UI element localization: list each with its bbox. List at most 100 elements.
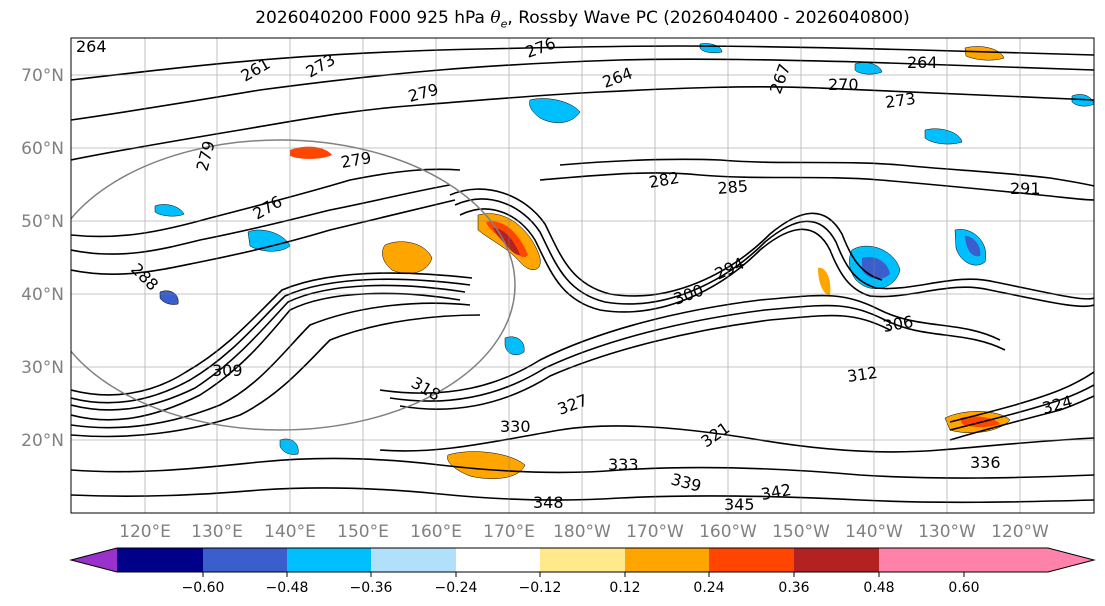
colorbar-tick-label: 0.36 — [778, 580, 809, 596]
contour-line — [399, 314, 891, 410]
colorbar-tick-label: 0.48 — [863, 580, 894, 596]
colorbar-segment — [371, 548, 456, 572]
negative-anomaly-area — [924, 128, 963, 145]
lon-label: 130°W — [918, 522, 976, 542]
contour-label: 336 — [970, 453, 1001, 472]
colorbar-segment — [794, 548, 879, 572]
theta-symbol: θ — [490, 8, 501, 28]
positive-anomaly-area — [964, 46, 1005, 61]
colorbar-max-extension — [964, 548, 1094, 572]
contour-label: 333 — [608, 455, 639, 474]
contour-label: 345 — [724, 495, 755, 514]
colorbar-tick-label: −0.12 — [519, 580, 562, 596]
contour-label: 264 — [76, 37, 107, 56]
contour-label: 312 — [846, 363, 879, 386]
contour-label: 291 — [1010, 179, 1041, 198]
colorbar-segment — [625, 548, 709, 572]
lat-label: 60°N — [21, 139, 64, 159]
lon-label: 160°W — [699, 522, 757, 542]
colorbar-min-extension — [71, 548, 117, 572]
lat-label: 30°N — [21, 358, 64, 378]
colorbar-tick-label: 0.24 — [693, 580, 724, 596]
colorbar-segment — [879, 548, 964, 572]
colorbar-segment — [540, 548, 625, 572]
colorbar-tick-label: 0.12 — [609, 580, 640, 596]
negative-anomaly-area — [529, 98, 581, 124]
lon-label: 130°E — [191, 522, 243, 542]
theta-subscript: e — [500, 17, 508, 31]
contour-line — [71, 487, 1094, 504]
contour-label: 285 — [717, 176, 749, 198]
contour-line — [71, 85, 1094, 161]
lon-label: 160°E — [410, 522, 462, 542]
contour-line — [949, 371, 1094, 423]
longitude-axis: 120°E 130°E 140°E 150°E 160°E 170°E 180°… — [119, 522, 1049, 542]
contour-line — [71, 457, 1094, 479]
contour-line — [379, 294, 1001, 394]
colorbar-segment — [709, 548, 794, 572]
map-background — [71, 38, 1094, 513]
colorbar-tick-label: −0.36 — [350, 580, 393, 596]
colorbar-tick-label: −0.24 — [435, 580, 478, 596]
positive-anomaly-area — [290, 146, 332, 159]
lon-label: 140°E — [264, 522, 316, 542]
lat-label: 50°N — [21, 212, 64, 232]
lon-label: 170°W — [626, 522, 684, 542]
positive-anomaly-area — [818, 267, 831, 296]
contour-label: 348 — [533, 493, 564, 512]
lon-label: 180°W — [553, 522, 611, 542]
lon-label: 170°E — [483, 522, 535, 542]
colorbar-segment — [287, 548, 371, 572]
lon-label: 150°E — [337, 522, 389, 542]
map-gridlines — [71, 38, 1094, 513]
map-title: 2026040200 F000 925 hPa θe, Rossby Wave … — [0, 8, 1105, 30]
contour-label: 330 — [500, 417, 531, 436]
contour-label: 264 — [907, 53, 938, 72]
region-outline — [71, 139, 516, 431]
colorbar-tick-label: −0.60 — [182, 580, 225, 596]
contour-line — [71, 58, 1094, 121]
contour-line — [539, 172, 1094, 201]
contour-line — [71, 278, 471, 404]
contour-line — [71, 272, 473, 396]
contour-line — [71, 199, 456, 275]
map-panel: 264 276 279 261 273 279 264 267 270 273 … — [70, 37, 1095, 514]
map-frame — [70, 37, 1095, 514]
negative-anomaly-area — [154, 204, 185, 217]
lat-label: 40°N — [21, 285, 64, 305]
latitude-axis: 70°N 60°N 50°N 40°N 30°N 20°N — [21, 66, 64, 451]
lon-label: 120°W — [991, 522, 1049, 542]
lon-label: 140°W — [845, 522, 903, 542]
lon-label: 150°W — [772, 522, 830, 542]
contour-line — [71, 168, 461, 238]
colorbar-tick-label: 0.60 — [948, 580, 979, 596]
theta-e-contours — [71, 45, 1094, 504]
colorbar-outline — [69, 547, 1096, 573]
contour-line — [459, 208, 1094, 313]
contour-line — [71, 45, 1094, 81]
contour-line — [71, 292, 461, 421]
colorbar: −0.60 −0.48 −0.36 −0.24 −0.12 0.12 0.24 … — [69, 547, 1096, 596]
negative-anomaly-core — [965, 236, 981, 257]
negative-anomaly-area — [504, 336, 525, 356]
contour-label: 273 — [884, 89, 917, 112]
contour-line — [454, 198, 1094, 305]
colorbar-segment — [117, 548, 203, 572]
contour-line — [71, 184, 451, 255]
title-prefix: 2026040200 F000 925 hPa — [255, 8, 491, 28]
colorbar-segment — [456, 548, 540, 572]
shaded-anomalies — [154, 43, 1094, 479]
title-suffix: , Rossby Wave PC (2026040400 - 202604080… — [507, 8, 910, 28]
colorbar-ticks — [202, 572, 965, 577]
contour-line — [71, 284, 466, 411]
contour-label: 270 — [828, 75, 859, 94]
contour-line — [949, 395, 1094, 441]
contour-line — [449, 188, 883, 297]
colorbar-segment — [203, 548, 287, 572]
lat-label: 20°N — [21, 431, 64, 451]
contour-line — [389, 304, 1006, 402]
contour-line — [71, 314, 481, 438]
contour-label: 309 — [212, 361, 243, 380]
positive-anomaly-area — [382, 241, 433, 274]
